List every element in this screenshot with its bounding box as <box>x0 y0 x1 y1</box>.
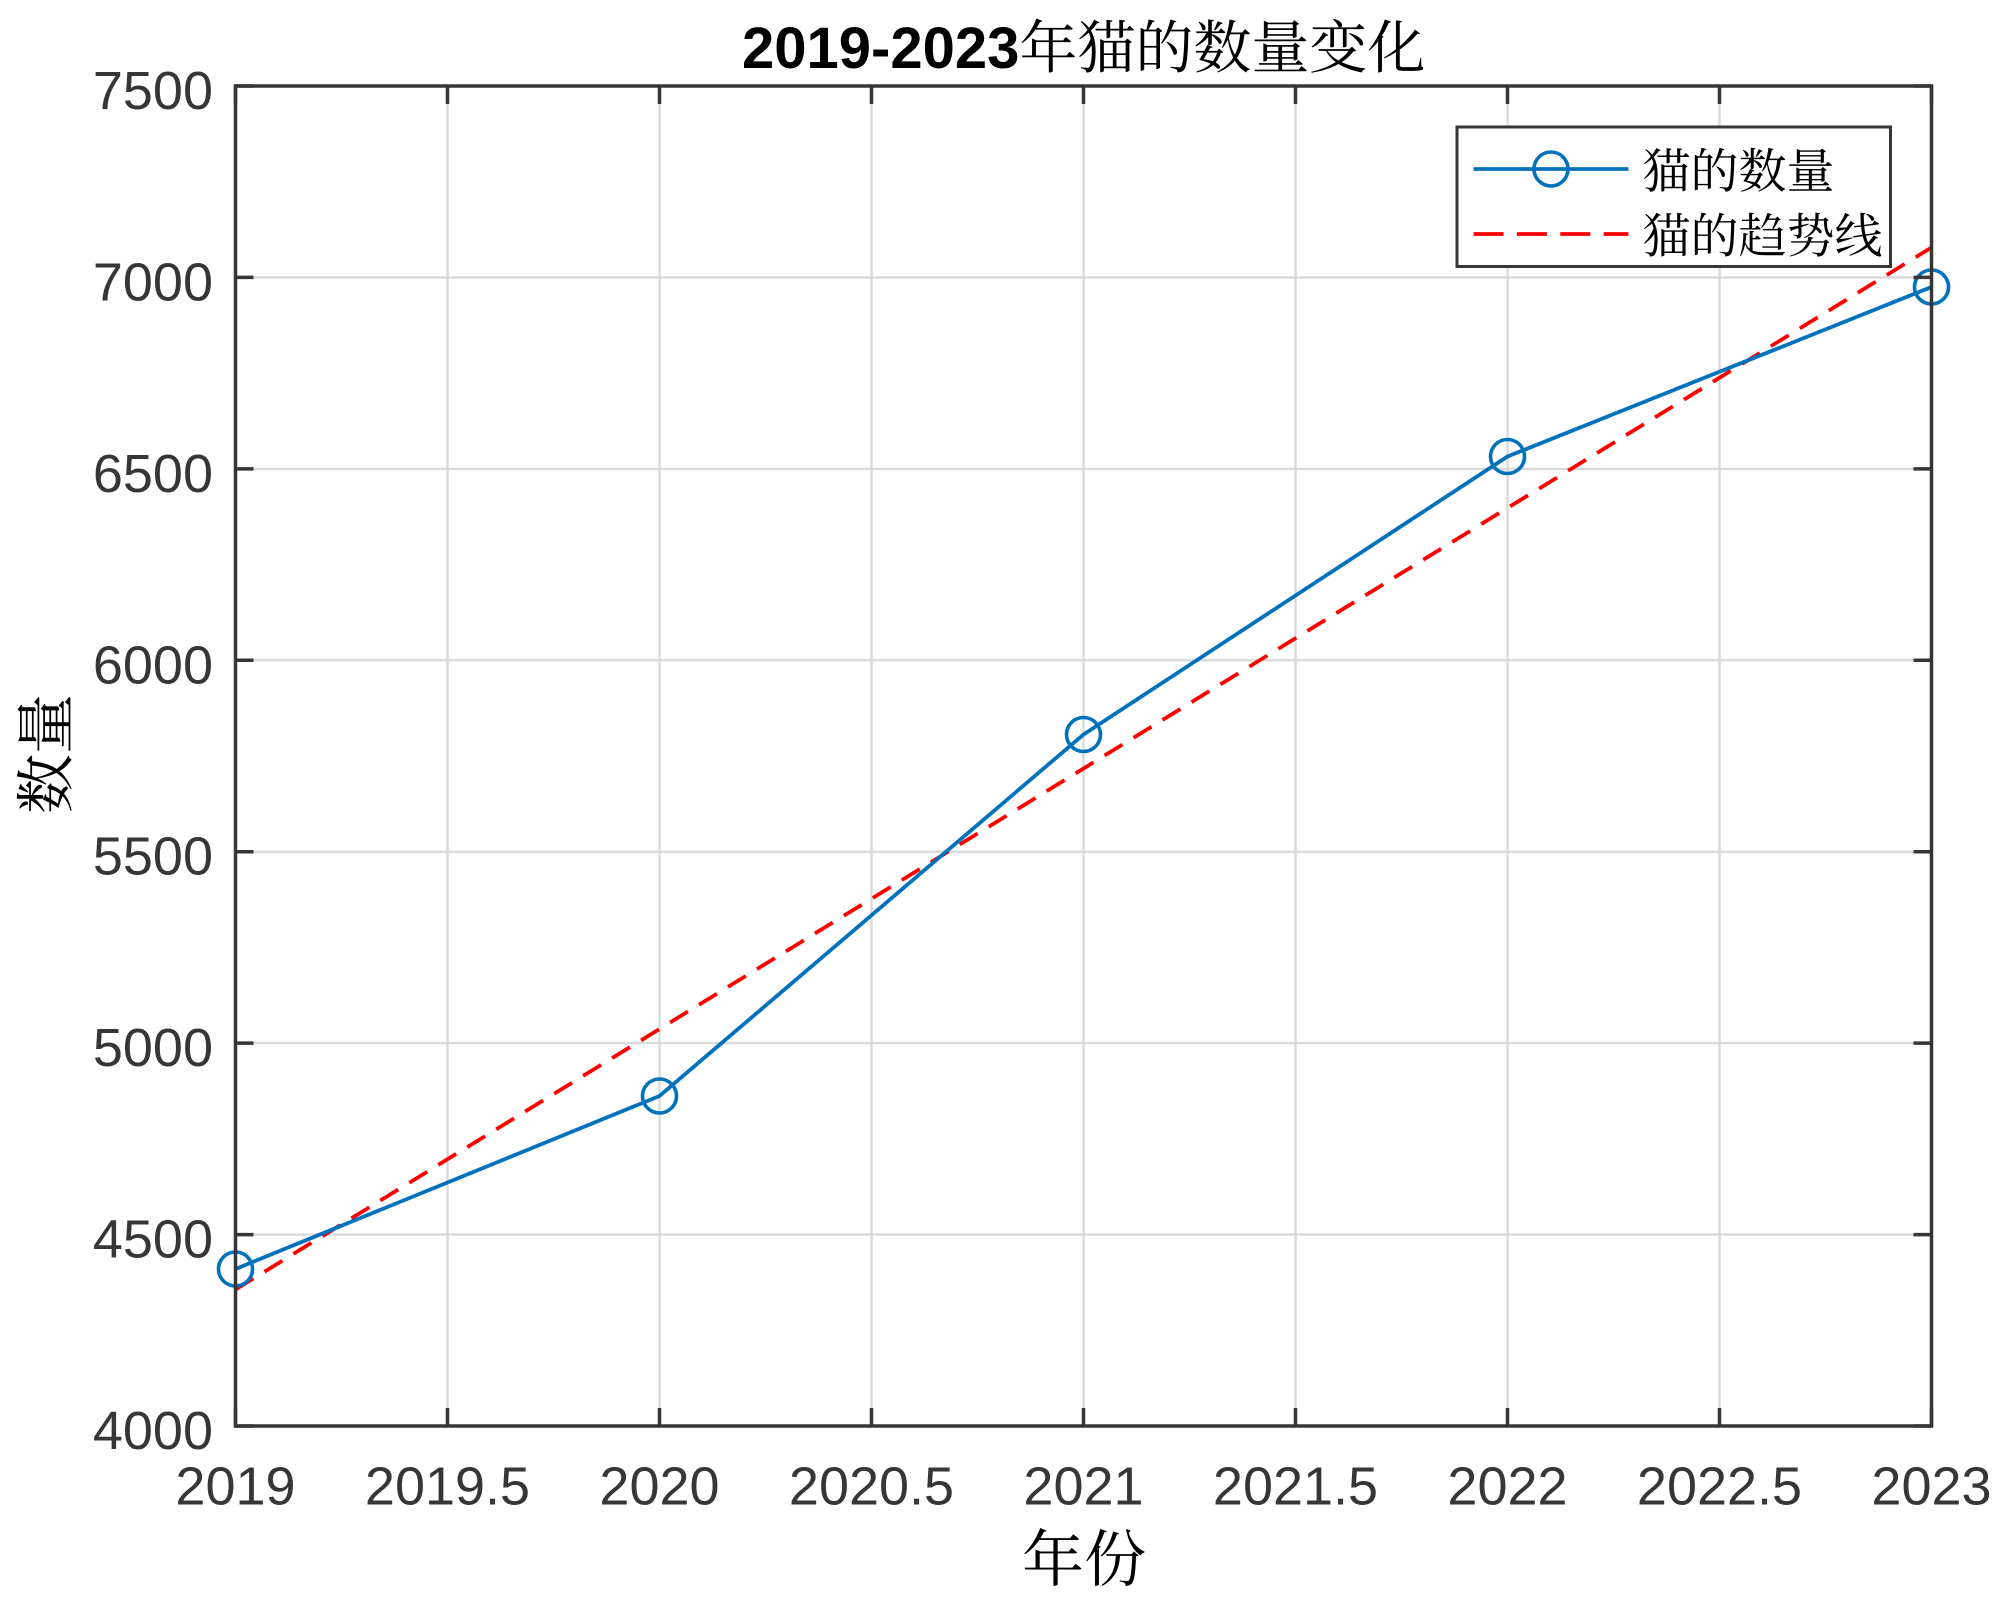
svg-text:2021.5: 2021.5 <box>1213 1457 1378 1517</box>
svg-text:4500: 4500 <box>93 1210 213 1270</box>
svg-text:2020: 2020 <box>599 1457 719 1517</box>
svg-text:5500: 5500 <box>93 827 213 887</box>
svg-text:2019.5: 2019.5 <box>365 1457 530 1517</box>
svg-text:2023: 2023 <box>1871 1457 1991 1517</box>
svg-text:2022.5: 2022.5 <box>1637 1457 1802 1517</box>
svg-text:4000: 4000 <box>93 1401 213 1461</box>
svg-text:7500: 7500 <box>93 61 213 121</box>
svg-text:2019-2023: 2019-2023 <box>742 16 1019 81</box>
svg-text:6500: 6500 <box>93 444 213 504</box>
svg-text:2019: 2019 <box>175 1457 295 1517</box>
svg-text:7000: 7000 <box>93 252 213 312</box>
svg-text:2020.5: 2020.5 <box>789 1457 954 1517</box>
svg-text:2021: 2021 <box>1023 1457 1143 1517</box>
svg-text:2022: 2022 <box>1447 1457 1567 1517</box>
svg-text:6000: 6000 <box>93 635 213 695</box>
svg-text:5000: 5000 <box>93 1018 213 1078</box>
